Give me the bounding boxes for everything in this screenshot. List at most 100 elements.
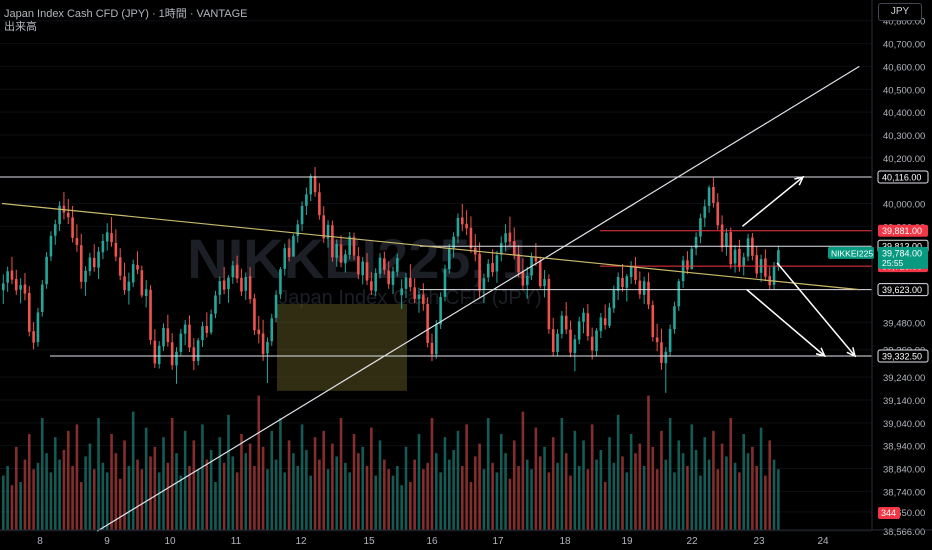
candle-body <box>292 236 295 257</box>
volume-bar <box>738 472 741 530</box>
candle-body <box>244 277 248 291</box>
candle-body <box>296 224 300 236</box>
candle-body <box>19 285 22 290</box>
volume-bar <box>720 443 724 530</box>
candle-body <box>447 248 451 270</box>
candle-body <box>326 224 330 239</box>
range-box[interactable] <box>277 304 407 391</box>
volume-indicator-label[interactable]: 出来高 <box>4 21 37 33</box>
volume-bar <box>651 446 655 530</box>
candle-body <box>352 237 356 256</box>
candle-body <box>599 317 603 332</box>
volume-bar <box>456 430 460 530</box>
level-badge-label: 39,623.00 <box>882 285 922 295</box>
candle-body <box>36 312 40 343</box>
candle-body <box>183 324 187 334</box>
currency-button[interactable]: JPY <box>878 3 922 21</box>
price-levels[interactable] <box>0 176 872 357</box>
candle-body <box>105 232 109 242</box>
volume-badge <box>878 507 900 519</box>
volume-bar <box>690 424 694 530</box>
candle-body <box>712 186 715 203</box>
candle-body <box>196 340 200 361</box>
volume-bar <box>123 440 126 530</box>
candle-body <box>23 284 27 294</box>
volume-bar <box>621 456 624 530</box>
symbol-title[interactable]: Japan Index Cash CFD (JPY) · 1時間 · VANTA… <box>4 8 248 20</box>
volume-bar <box>170 418 174 530</box>
trendlines[interactable] <box>1 65 860 532</box>
candle-body <box>733 249 737 264</box>
candle-body <box>729 232 733 265</box>
volume-bar <box>144 427 148 530</box>
volume-bar <box>603 482 607 530</box>
volume-bar <box>777 469 780 530</box>
volume-bar <box>370 427 373 530</box>
volume-bar <box>244 453 248 530</box>
time-tick-label: 9 <box>104 536 110 547</box>
volume-bar <box>36 462 40 530</box>
candle-body <box>755 255 759 274</box>
volume-bar <box>534 427 538 530</box>
candle-body <box>677 281 681 307</box>
candle-body <box>504 233 507 243</box>
candle-body <box>404 277 408 289</box>
price-tick-label: 40,400.00 <box>883 108 925 119</box>
volume-bar <box>357 453 360 530</box>
volume-bar <box>240 434 243 530</box>
volume-bar <box>27 434 31 530</box>
volume-bar <box>157 472 161 530</box>
candle-body <box>699 218 702 237</box>
price-axis[interactable]: 40,800.00 40,700.00 40,600.00 40,500.00 40,4… <box>871 0 925 538</box>
candle-body <box>738 248 741 268</box>
candle-body <box>435 324 438 355</box>
level-badge <box>878 224 928 237</box>
volume-bar <box>660 430 663 530</box>
candle-body <box>573 339 577 353</box>
volume-bar <box>712 430 715 530</box>
volume-bar <box>222 462 226 530</box>
volume-bar <box>473 456 477 530</box>
candle-body <box>309 176 313 195</box>
price-tick-label: 39,140.00 <box>883 396 925 407</box>
projection-arrows[interactable] <box>741 175 857 358</box>
volume-bar <box>699 475 702 530</box>
candle-body <box>703 206 707 218</box>
price-tick-label: 38,566.00 <box>883 527 925 538</box>
symbol-badge <box>828 246 874 259</box>
candle-body <box>40 284 44 312</box>
candle-body <box>478 253 481 291</box>
price-tick-label: 40,200.00 <box>883 154 925 165</box>
volume-bar <box>209 450 213 530</box>
volume-bar <box>642 466 646 530</box>
volume-bar <box>469 482 473 530</box>
volume-bar <box>452 450 455 530</box>
watermark-symbol: NIKKEI225, 1 <box>187 227 533 290</box>
candle-body <box>335 243 339 258</box>
volume-bar <box>205 459 209 530</box>
volume-bar <box>755 466 759 530</box>
candle-body <box>517 254 520 273</box>
candle-body <box>564 315 568 330</box>
candle-body <box>305 194 308 206</box>
volume-bar <box>647 395 650 530</box>
time-axis[interactable]: 8 9 10 11 12 15 16 17 18 19 22 23 24 <box>0 529 932 547</box>
candle-body <box>383 258 386 270</box>
candle-body <box>569 329 572 353</box>
volume-bar <box>590 424 594 530</box>
candle-body <box>720 224 724 248</box>
candle-body <box>417 294 421 300</box>
candle-body <box>231 265 235 277</box>
candle-body <box>764 258 767 277</box>
candle-body <box>88 257 92 272</box>
volume-bar <box>422 469 425 530</box>
candle-body <box>482 278 486 290</box>
candle-body <box>370 281 373 291</box>
candle-body <box>668 329 672 352</box>
arrow-up-target-head <box>794 175 805 186</box>
volume-bar <box>231 456 235 530</box>
volume-bar <box>569 475 572 530</box>
volume-bar <box>573 430 577 530</box>
volume-bar <box>543 446 546 530</box>
